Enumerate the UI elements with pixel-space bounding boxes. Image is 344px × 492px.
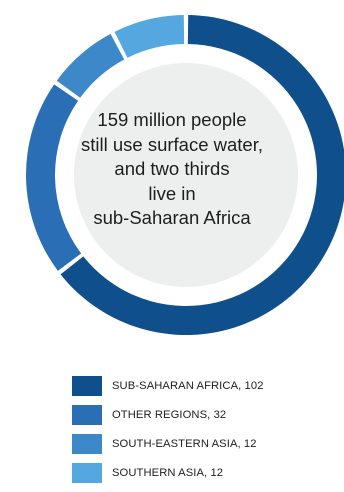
center-text-line-2: still use surface water,	[81, 133, 263, 155]
legend-label-south-eastern-asia: SOUTH-EASTERN ASIA, 12	[112, 438, 257, 450]
donut-slice-other-regions	[25, 84, 82, 271]
legend-label-southern-asia: SOUTHERN ASIA, 12	[112, 467, 224, 479]
donut-chart	[25, 15, 344, 335]
legend-item-south-eastern-asia: SOUTH-EASTERN ASIA, 12	[72, 434, 264, 454]
legend-item-sub-saharan-africa: SUB-SAHARAN AFRICA, 102	[72, 376, 264, 396]
legend-swatch-southern-asia	[72, 463, 102, 483]
center-text: 159 million people still use surface wat…	[62, 108, 282, 231]
legend-label-sub-saharan-africa: SUB-SAHARAN AFRICA, 102	[112, 380, 264, 392]
legend-swatch-south-eastern-asia	[72, 434, 102, 454]
legend-item-southern-asia: SOUTHERN ASIA, 12	[72, 463, 264, 483]
center-text-line-4: live in	[148, 182, 196, 204]
legend-item-other-regions: OTHER REGIONS, 32	[72, 405, 264, 425]
center-text-line-1: 159 million people	[97, 109, 247, 130]
donut-slice-southern-asia	[114, 15, 185, 58]
legend-swatch-sub-saharan-africa	[72, 376, 102, 396]
legend-swatch-other-regions	[72, 405, 102, 425]
donut-center-disc	[74, 63, 298, 287]
legend: SUB-SAHARAN AFRICA, 102 OTHER REGIONS, 3…	[72, 376, 264, 492]
legend-label-other-regions: OTHER REGIONS, 32	[112, 409, 227, 421]
donut-slice-south-eastern-asia	[56, 33, 125, 98]
center-text-line-3: and two thirds	[114, 158, 230, 179]
center-text-line-5: sub-Saharan Africa	[93, 207, 251, 228]
